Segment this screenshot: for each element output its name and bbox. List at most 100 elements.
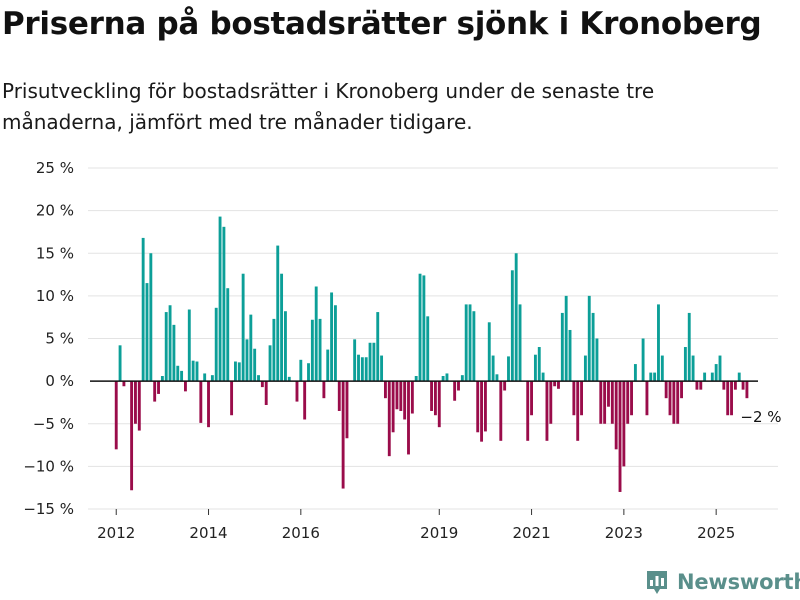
bar xyxy=(426,316,430,382)
brand-name: Newsworthy xyxy=(677,570,800,594)
bar xyxy=(191,360,195,382)
bar xyxy=(149,253,153,382)
bar xyxy=(326,349,330,382)
bar xyxy=(672,381,676,424)
bar xyxy=(680,381,683,399)
bar xyxy=(464,304,468,382)
bar xyxy=(595,338,599,382)
bar xyxy=(257,375,260,382)
bar xyxy=(518,304,522,382)
bar xyxy=(333,305,337,382)
bar xyxy=(314,286,318,382)
y-tick-label: −15 % xyxy=(23,500,74,518)
bar xyxy=(368,342,372,382)
bar xyxy=(218,216,222,382)
x-tick-label: 2012 xyxy=(97,524,135,542)
bar xyxy=(668,381,672,416)
bar xyxy=(337,381,341,411)
bar xyxy=(614,381,618,450)
y-tick-label: 15 % xyxy=(36,244,74,262)
bar xyxy=(284,311,287,382)
bar xyxy=(360,357,364,382)
bar xyxy=(299,359,303,382)
bar xyxy=(622,381,626,467)
bar xyxy=(199,381,203,423)
x-tick-label: 2019 xyxy=(420,524,458,542)
axes xyxy=(90,380,758,515)
bar xyxy=(230,381,234,416)
bar xyxy=(134,381,137,424)
bar xyxy=(491,355,495,382)
bar xyxy=(630,381,633,416)
bar xyxy=(410,381,414,414)
bar xyxy=(268,345,272,382)
bar xyxy=(241,273,245,382)
bar xyxy=(153,381,157,402)
bar xyxy=(341,381,345,489)
bar xyxy=(733,381,737,390)
bar xyxy=(122,381,126,387)
bar xyxy=(557,381,560,389)
bar xyxy=(353,339,357,382)
bar xyxy=(445,373,449,382)
bar xyxy=(580,381,583,416)
bar xyxy=(730,381,733,416)
bar xyxy=(383,381,387,399)
latest-value-annotation: −2 % xyxy=(740,408,781,426)
bar xyxy=(691,355,695,382)
bar xyxy=(272,318,276,382)
bar xyxy=(287,376,291,382)
bar xyxy=(207,381,210,428)
bar xyxy=(460,375,464,382)
bar xyxy=(599,381,603,424)
bar xyxy=(549,381,553,424)
bar xyxy=(137,381,141,431)
bar xyxy=(130,381,134,491)
bar xyxy=(295,381,299,402)
bar xyxy=(260,381,264,388)
newsworthy-logo[interactable]: Newsworthy xyxy=(645,566,800,598)
bar xyxy=(653,372,657,382)
bar xyxy=(468,304,472,382)
bar xyxy=(510,270,514,382)
bar xyxy=(318,318,322,382)
bar xyxy=(722,381,726,390)
bar xyxy=(683,347,687,382)
bar xyxy=(641,338,645,382)
bar xyxy=(160,376,164,382)
bar xyxy=(526,381,530,441)
bar xyxy=(480,381,484,442)
bar xyxy=(114,381,118,450)
bar xyxy=(718,355,722,382)
bar xyxy=(495,374,499,382)
bar xyxy=(264,381,268,405)
x-tick-label: 2021 xyxy=(512,524,550,542)
bar xyxy=(533,354,537,382)
bar xyxy=(276,245,280,382)
bar xyxy=(618,381,622,492)
bar xyxy=(572,381,576,416)
bar xyxy=(222,226,226,382)
bar xyxy=(710,372,714,382)
bar xyxy=(145,283,149,382)
chart-title: Priserna på bostadsrätter sjönk i Kronob… xyxy=(2,6,762,42)
bar xyxy=(399,381,403,411)
bar xyxy=(514,253,518,382)
bar xyxy=(245,339,249,382)
bar xyxy=(176,365,180,382)
bar xyxy=(141,237,145,382)
bar xyxy=(507,356,510,382)
bar xyxy=(403,381,407,420)
bar xyxy=(195,361,199,382)
bar xyxy=(714,364,718,382)
bar xyxy=(499,381,503,441)
bar xyxy=(626,381,630,424)
bar xyxy=(303,381,307,420)
y-tick-label: −10 % xyxy=(23,457,74,475)
bar xyxy=(157,381,160,394)
bar xyxy=(180,370,184,382)
bar xyxy=(453,381,457,401)
bar xyxy=(737,372,741,382)
bar xyxy=(726,381,730,416)
